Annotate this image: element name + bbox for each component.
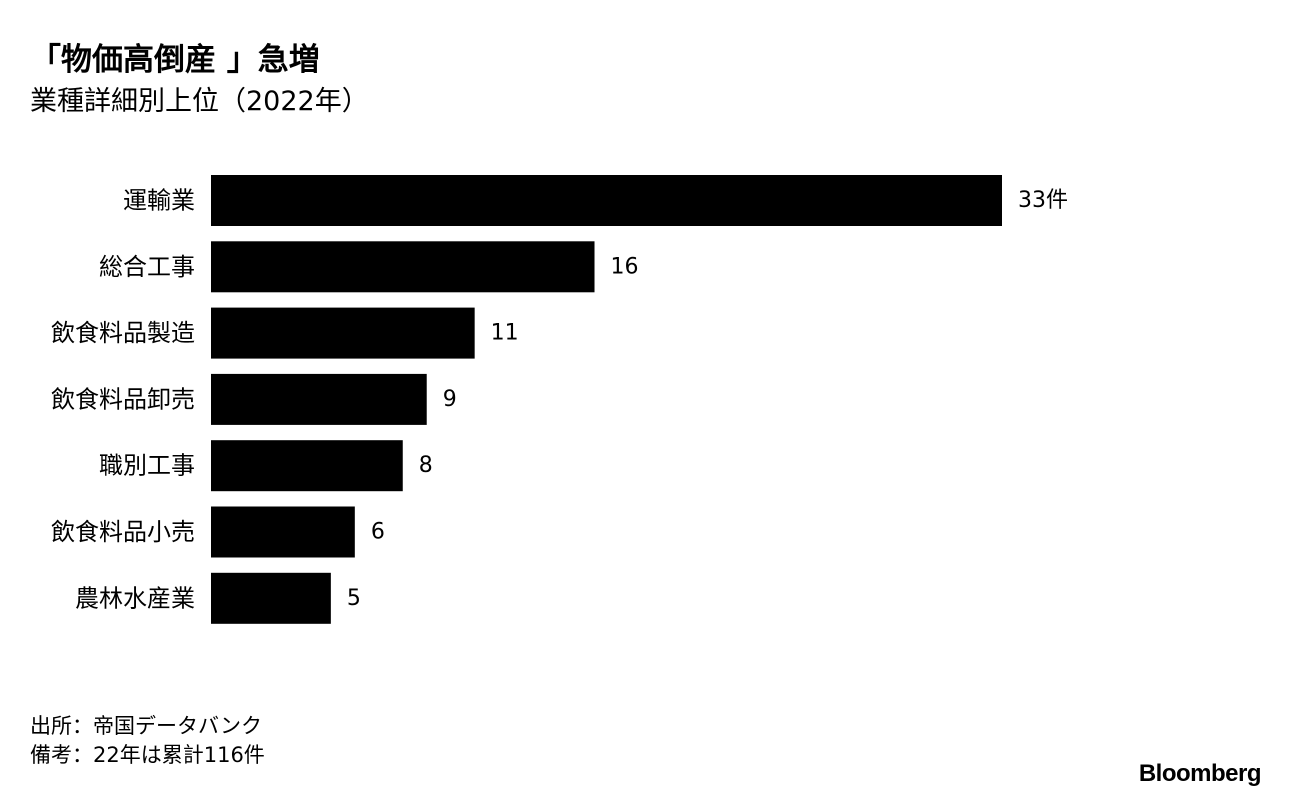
- bar: [211, 572, 331, 624]
- bar: [211, 373, 427, 425]
- category-label: 運輸業: [123, 187, 195, 215]
- bar: [211, 440, 403, 492]
- chart-title: 「物価高倒産 」急増: [30, 42, 320, 78]
- bar: [211, 506, 355, 558]
- value-label: 9: [443, 387, 457, 412]
- remark-note: 備考：22年は累計116件: [30, 743, 265, 767]
- category-label: 飲食料品小売: [51, 518, 195, 546]
- value-label: 11: [491, 321, 519, 346]
- bloomberg-logo: Bloomberg: [1138, 760, 1262, 787]
- bar: [211, 175, 1002, 226]
- value-label: 16: [611, 254, 639, 279]
- value-label: 8: [419, 453, 433, 478]
- category-label: 飲食料品製造: [51, 319, 195, 347]
- bar: [211, 307, 475, 359]
- chart-subtitle: 業種詳細別上位（2022年）: [30, 86, 369, 117]
- category-label: 総合工事: [99, 253, 195, 281]
- category-label: 農林水産業: [75, 584, 195, 612]
- value-label: 33件: [1018, 188, 1068, 213]
- value-label: 6: [371, 520, 385, 545]
- value-label: 5: [347, 586, 361, 611]
- chart-notes: 出所：帝国データバンク 備考：22年は累計116件: [30, 712, 265, 770]
- category-label: 職別工事: [99, 452, 195, 480]
- source-note: 出所：帝国データバンク: [30, 714, 263, 738]
- category-label: 飲食料品卸売: [51, 385, 195, 413]
- bar: [211, 241, 595, 293]
